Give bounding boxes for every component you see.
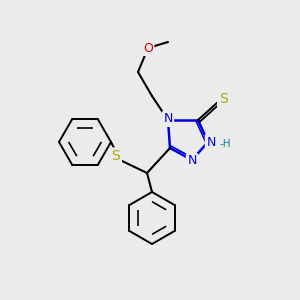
Text: S: S <box>112 149 120 163</box>
Text: S: S <box>219 92 227 106</box>
Text: N: N <box>206 136 216 148</box>
Text: N: N <box>163 112 173 125</box>
Text: -H: -H <box>219 139 230 149</box>
Text: O: O <box>143 41 153 55</box>
Text: N: N <box>187 154 197 167</box>
